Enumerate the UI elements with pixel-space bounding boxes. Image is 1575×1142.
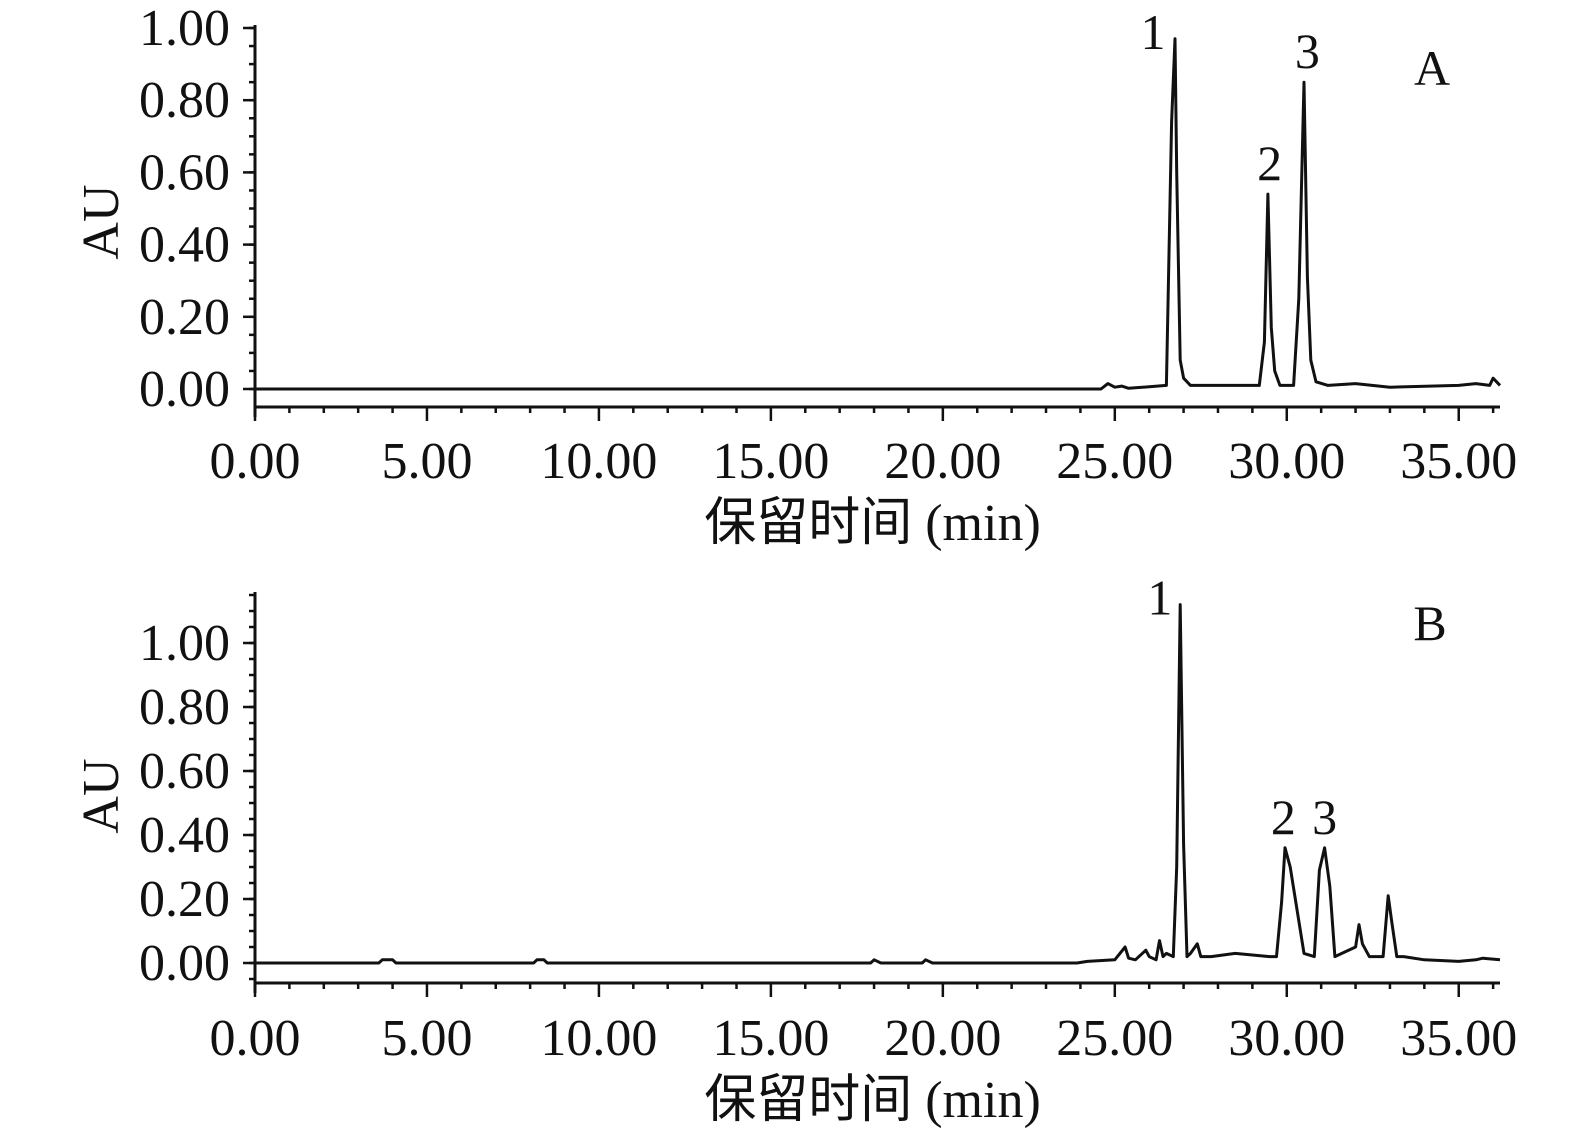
x-tick-label: 15.00 <box>712 1010 829 1067</box>
y-tick-label: 1.00 <box>139 615 230 672</box>
x-tick-label: 5.00 <box>381 433 472 490</box>
y-tick-label: 0.00 <box>139 935 230 992</box>
peak-label: 2 <box>1257 135 1282 191</box>
chromatogram-trace <box>255 603 1501 965</box>
peak-label: 1 <box>1147 570 1172 626</box>
x-tick-label: 0.00 <box>210 433 301 490</box>
y-tick-label: 0.60 <box>139 144 230 201</box>
x-tick-label: 20.00 <box>884 433 1001 490</box>
x-tick-label: 25.00 <box>1056 1010 1173 1067</box>
peak-label: 2 <box>1271 789 1296 845</box>
chromatogram-trace <box>255 37 1502 391</box>
y-tick-label: 1.00 <box>139 0 230 57</box>
x-tick-label: 0.00 <box>210 1010 301 1067</box>
y-tick-label: 0.00 <box>139 361 230 418</box>
y-tick-label: 0.80 <box>139 72 230 129</box>
y-tick-label: 0.80 <box>139 679 230 736</box>
x-tick-label: 20.00 <box>884 1010 1001 1067</box>
y-tick-label: 0.20 <box>139 871 230 928</box>
panel-label: A <box>1414 40 1450 96</box>
x-tick-label: 35.00 <box>1400 433 1517 490</box>
x-tick-label: 30.00 <box>1228 1010 1345 1067</box>
panel-label: B <box>1413 595 1446 651</box>
peak-label: 3 <box>1295 23 1320 79</box>
y-tick-label: 0.40 <box>139 217 230 274</box>
peak-label: 1 <box>1140 4 1165 60</box>
y-tick-label: 0.20 <box>139 289 230 346</box>
chromatogram-panel-a: 0.00 0.20 0.40 0.60 0.80 1.00 0.00 5.00 10.00 15.… <box>73 0 1517 552</box>
x-tick-label: 30.00 <box>1228 433 1345 490</box>
x-axis-title: 保留时间 (min) <box>704 495 1041 552</box>
peak-label: 3 <box>1312 789 1337 845</box>
x-tick-label: 10.00 <box>540 1010 657 1067</box>
x-tick-label: 10.00 <box>540 433 657 490</box>
y-axis-title: AU <box>73 184 130 259</box>
x-tick-label: 25.00 <box>1056 433 1173 490</box>
y-axis-title: AU <box>73 758 130 833</box>
chromatogram-panel-b: 0.00 0.20 0.40 0.60 0.80 1.00 0.00 5.00 10.00 15.… <box>73 570 1517 1129</box>
x-tick-label: 15.00 <box>712 433 829 490</box>
x-axis-title: 保留时间 (min) <box>704 1072 1041 1129</box>
y-tick-label: 0.60 <box>139 743 230 800</box>
x-tick-label: 5.00 <box>381 1010 472 1067</box>
y-tick-label: 0.40 <box>139 807 230 864</box>
x-tick-label: 35.00 <box>1400 1010 1517 1067</box>
